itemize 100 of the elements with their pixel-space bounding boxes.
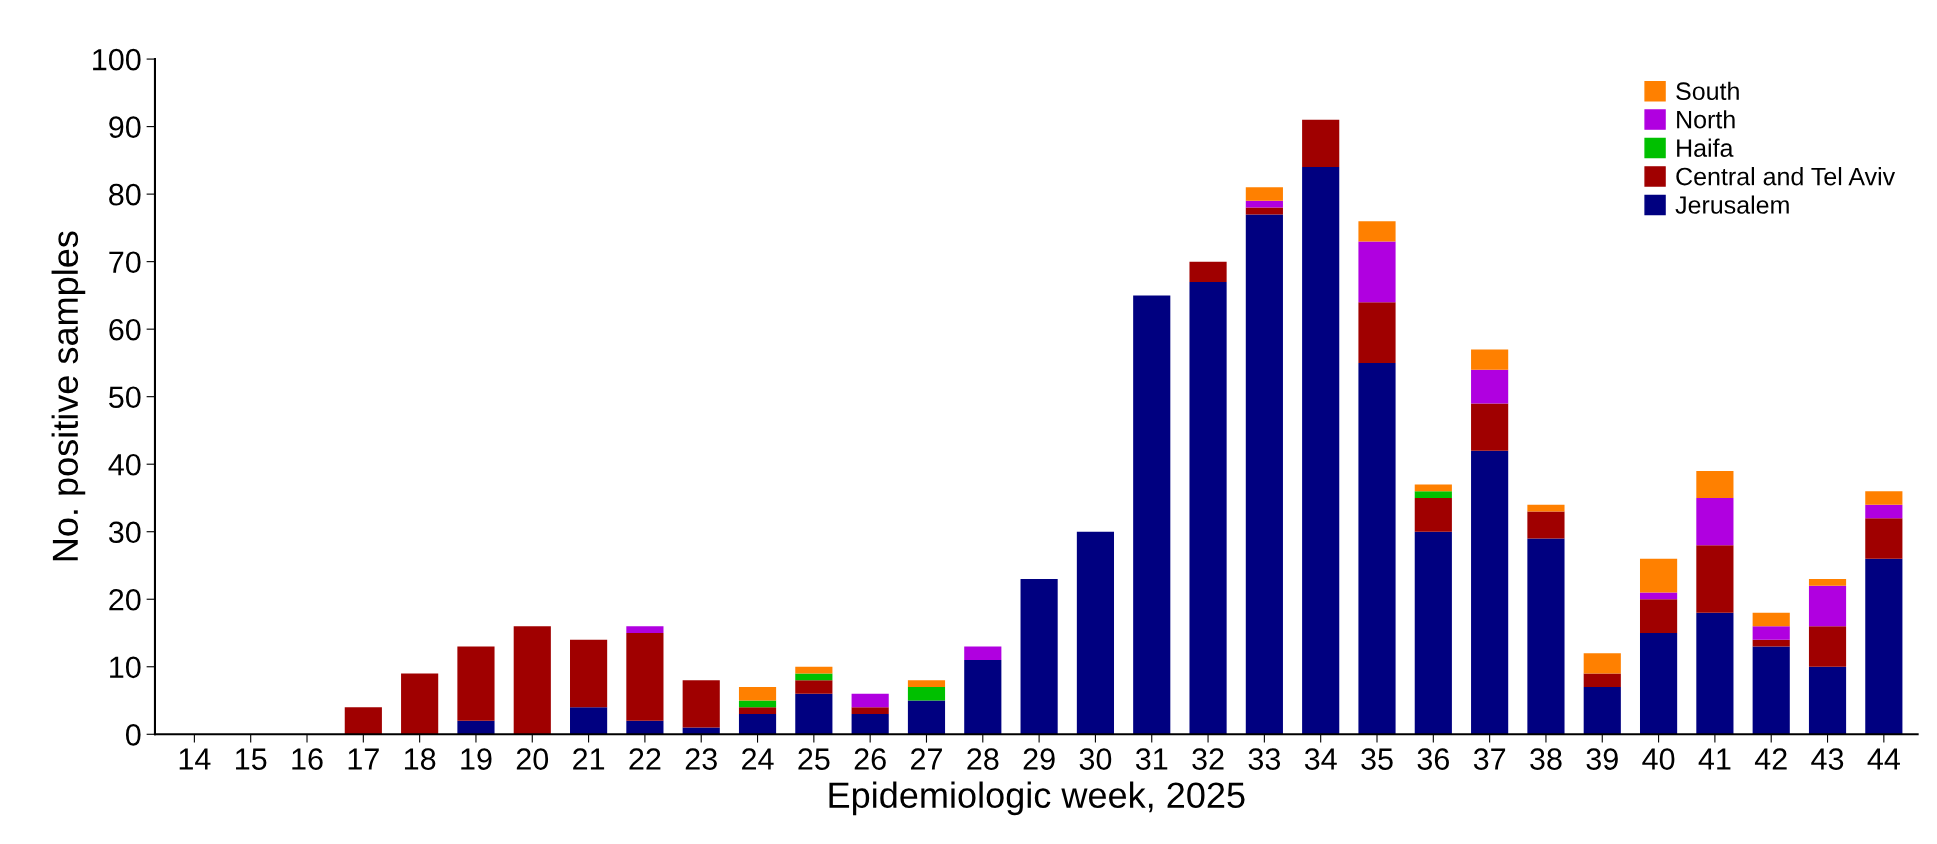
y-tick-label: 70 <box>109 251 141 274</box>
bar <box>1358 302 1396 363</box>
bar <box>964 646 1002 661</box>
bar <box>1414 484 1452 492</box>
bar <box>907 680 946 688</box>
bar <box>1865 518 1903 559</box>
x-tick-label: 33 <box>1248 748 1281 770</box>
bar <box>1358 362 1396 735</box>
x-tick-label: 41 <box>1698 748 1731 770</box>
y-tick-label: 80 <box>109 183 141 206</box>
x-tick-label: 24 <box>742 748 774 770</box>
x-tick-label: 38 <box>1530 748 1562 770</box>
bar <box>1752 626 1790 640</box>
x-tick-label: 36 <box>1417 748 1449 770</box>
bar <box>1808 578 1847 586</box>
bar <box>1583 687 1621 735</box>
bar <box>344 707 382 735</box>
bar <box>1865 491 1903 505</box>
bar <box>1808 585 1847 627</box>
y-tick-label: 50 <box>109 386 141 409</box>
bar <box>1471 450 1509 735</box>
x-tick-label: 14 <box>179 748 211 770</box>
bar <box>795 693 833 735</box>
x-tick-label: 21 <box>573 748 605 770</box>
bar <box>1414 491 1452 498</box>
bar <box>1302 119 1340 168</box>
bar <box>1076 531 1115 735</box>
bar <box>964 660 1002 735</box>
bar <box>682 680 720 728</box>
bar <box>1583 653 1621 674</box>
bar <box>1302 167 1340 735</box>
bar <box>1865 504 1903 519</box>
bar <box>570 639 608 708</box>
x-tick-label: 26 <box>854 748 886 770</box>
bar <box>1752 612 1790 627</box>
legend-label: North <box>1677 110 1735 129</box>
bar <box>626 633 664 721</box>
bar <box>738 707 777 715</box>
bar <box>457 720 495 735</box>
x-tick-label: 44 <box>1867 748 1900 770</box>
y-tick-label: 60 <box>109 318 141 341</box>
x-tick-label: 17 <box>348 748 379 770</box>
y-tick-label: 20 <box>109 588 141 611</box>
bar <box>907 687 946 701</box>
x-tick-label: 32 <box>1192 748 1224 770</box>
bar <box>513 626 551 735</box>
bar <box>1245 187 1283 201</box>
x-axis-title: Epidemiologic week, 2025 <box>829 781 1245 816</box>
y-tick-label: 100 <box>93 48 141 71</box>
bar <box>1696 612 1734 735</box>
bar <box>1808 666 1847 735</box>
bar <box>738 687 777 701</box>
bar <box>851 707 889 715</box>
bar <box>1640 592 1678 600</box>
bar <box>1752 639 1790 647</box>
x-tick-label: 31 <box>1135 748 1168 770</box>
bar <box>907 700 946 735</box>
bar <box>1245 200 1283 208</box>
legend-label: Jerusalem <box>1675 195 1789 214</box>
bar <box>1583 673 1621 688</box>
legend-label: Haifa <box>1677 138 1734 157</box>
bar <box>626 626 664 633</box>
y-tick-label: 0 <box>125 724 141 746</box>
bar <box>1640 633 1678 735</box>
bar <box>1865 558 1903 735</box>
x-tick-label: 37 <box>1473 748 1506 770</box>
x-tick-label: 16 <box>292 748 323 770</box>
x-tick-label: 15 <box>236 748 267 770</box>
x-tick-label: 28 <box>967 748 999 770</box>
x-tick-label: 29 <box>1023 748 1055 770</box>
y-tick-label: 90 <box>109 116 141 138</box>
y-tick-label: 30 <box>108 521 141 544</box>
bar <box>738 714 777 735</box>
x-tick-label: 39 <box>1586 748 1618 770</box>
bar <box>1696 545 1734 613</box>
bar <box>1020 578 1058 735</box>
bar <box>1189 281 1227 735</box>
bar <box>851 714 889 735</box>
bar <box>1752 646 1790 735</box>
bar <box>1640 558 1678 593</box>
x-tick-label: 35 <box>1361 748 1393 770</box>
bar <box>795 680 833 694</box>
bar <box>795 666 833 674</box>
bar <box>1358 221 1396 242</box>
x-tick-label: 23 <box>685 748 717 770</box>
x-tick-label: 20 <box>516 748 549 770</box>
bar <box>1189 261 1227 282</box>
bar <box>570 707 608 735</box>
bar <box>457 646 495 721</box>
bar <box>1527 504 1565 512</box>
bar <box>1527 538 1565 735</box>
bar <box>1245 214 1283 735</box>
x-tick-label: 42 <box>1754 748 1787 770</box>
x-tick-label: 34 <box>1304 748 1337 770</box>
bar <box>1471 349 1509 370</box>
x-tick-label: 27 <box>911 748 942 770</box>
y-axis-title: No. positive samples <box>51 231 86 561</box>
x-tick-label: 25 <box>798 748 830 770</box>
bar <box>1471 403 1509 451</box>
bar <box>1808 626 1847 667</box>
